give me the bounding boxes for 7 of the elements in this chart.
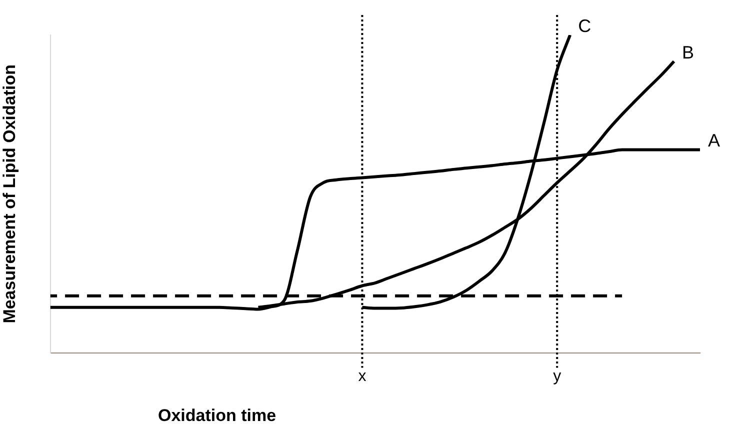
x-axis-title: Oxidation time: [158, 406, 276, 425]
y-axis-title: Measurement of Lipid Oxidation: [0, 64, 19, 324]
series-label: B: [682, 42, 694, 62]
x-tick-label: x: [358, 368, 366, 385]
series-label: C: [578, 16, 592, 36]
x-tick-label: y: [553, 368, 562, 385]
series-label: A: [708, 130, 720, 151]
